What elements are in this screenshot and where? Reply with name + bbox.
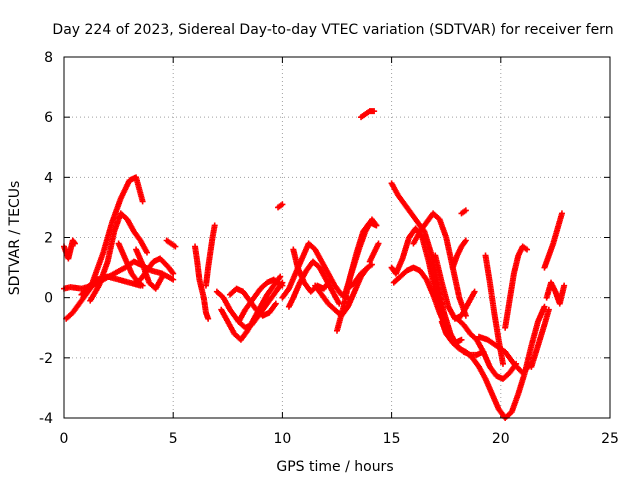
series-t22 (342, 216, 380, 295)
data-marker (558, 210, 565, 217)
tick-labels: 0 5 10 15 20 25 -4 -2 0 2 4 6 8 (39, 50, 619, 447)
series-t5 (87, 210, 150, 304)
data-marker (375, 240, 382, 247)
series-t38 (528, 306, 552, 370)
data-marker (336, 300, 343, 307)
series-t8 (137, 255, 177, 283)
data-marker (272, 300, 279, 307)
y-tick-label: 8 (44, 50, 53, 66)
series-t25 (366, 240, 382, 265)
x-tick-label: 5 (169, 431, 178, 447)
data-marker (373, 222, 380, 229)
x-tick-label: 15 (383, 431, 401, 447)
plot-frame (63, 56, 611, 419)
data-marker (159, 273, 166, 280)
data-marker (364, 264, 371, 271)
series-t33 (458, 207, 469, 217)
series-t34 (454, 315, 520, 382)
data-marker (458, 336, 465, 343)
data-marker (545, 306, 552, 313)
data-marker (368, 261, 375, 268)
data-marker (71, 240, 78, 247)
data-marker (499, 360, 506, 367)
x-tick-label: 25 (601, 431, 619, 447)
data-marker (170, 276, 177, 283)
x-tick-label: 10 (273, 431, 291, 447)
data-marker (139, 282, 146, 289)
series-t39 (541, 210, 565, 271)
data-marker (327, 276, 334, 283)
y-tick-label: 2 (44, 231, 53, 247)
x-tick-label: 0 (60, 431, 69, 447)
series-t10 (192, 243, 212, 322)
data-marker (279, 282, 286, 289)
data-marker (170, 270, 177, 277)
series-t16 (275, 201, 286, 211)
data-marker (279, 201, 286, 208)
data-marker (205, 315, 212, 322)
series-t11 (202, 222, 218, 289)
series-t32 (449, 237, 469, 271)
data-marker (143, 249, 150, 256)
data-marker (211, 222, 218, 229)
data-marker (524, 246, 531, 253)
data-marker (172, 243, 179, 250)
series-t19 (290, 246, 334, 295)
series-t6 (115, 240, 146, 289)
series-t24 (358, 108, 378, 121)
series-t9 (163, 237, 179, 250)
data-marker (471, 288, 478, 295)
data-marker (541, 303, 548, 310)
x-axis-label: GPS time / hours (276, 459, 393, 475)
y-tick-label: 4 (44, 170, 53, 186)
data-marker (462, 237, 469, 244)
series-t36 (502, 243, 531, 331)
series-t4 (78, 174, 146, 298)
y-tick-label: -2 (39, 351, 53, 367)
series-t2 (61, 237, 78, 262)
data-marker (371, 108, 378, 115)
y-axis-label: SDTVAR / TECUs (7, 181, 23, 296)
data-marker (139, 198, 146, 205)
y-tick-label: -4 (39, 411, 53, 427)
data-marker (561, 282, 568, 289)
y-tick-label: 6 (44, 110, 53, 126)
y-tick-label: 0 (44, 291, 53, 307)
data-marker (462, 207, 469, 214)
data-marker (277, 273, 284, 280)
data-points (61, 108, 568, 421)
x-tick-label: 20 (492, 431, 510, 447)
chart-title: Day 224 of 2023, Sidereal Day-to-day VTE… (52, 22, 613, 38)
series-t15 (235, 276, 286, 325)
series-t23 (344, 264, 371, 292)
series-t40 (543, 279, 568, 307)
